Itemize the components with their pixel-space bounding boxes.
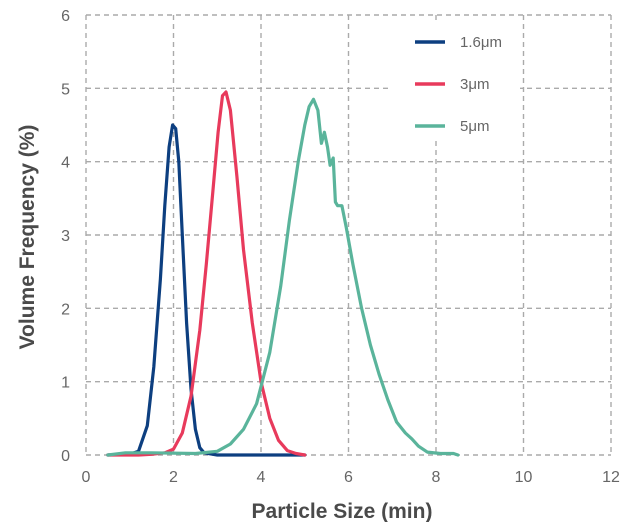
y-tick-label: 0 <box>61 448 70 465</box>
series-lines <box>106 90 460 457</box>
x-tick-label: 10 <box>515 469 533 486</box>
y-tick-label: 6 <box>61 8 70 25</box>
y-tick-label: 5 <box>61 81 70 98</box>
legend-background <box>390 22 520 138</box>
x-axis-title: Particle Size (min) <box>252 500 433 522</box>
x-tick-label: 0 <box>82 469 91 486</box>
x-tick-label: 4 <box>257 469 266 486</box>
series-line <box>106 90 307 457</box>
y-axis-ticks: 0 1 2 3 4 5 6 <box>61 8 70 465</box>
x-axis-ticks: 0 2 4 6 8 10 12 <box>82 469 620 486</box>
y-tick-label: 1 <box>61 375 70 392</box>
series-line <box>106 123 307 457</box>
y-tick-label: 3 <box>61 228 70 245</box>
y-tick-label: 4 <box>61 155 70 172</box>
y-tick-label: 2 <box>61 301 70 318</box>
legend: 1.6μm 3μm 5μm <box>390 22 520 138</box>
legend-label: 5μm <box>460 118 489 135</box>
x-tick-label: 2 <box>169 469 178 486</box>
series-line <box>106 97 460 457</box>
legend-label: 1.6μm <box>460 34 502 51</box>
legend-label: 3μm <box>460 76 489 93</box>
x-tick-label: 8 <box>432 469 441 486</box>
y-axis-title: Volume Frequency (%) <box>16 125 39 350</box>
x-tick-label: 6 <box>344 469 353 486</box>
x-tick-label: 12 <box>602 469 620 486</box>
